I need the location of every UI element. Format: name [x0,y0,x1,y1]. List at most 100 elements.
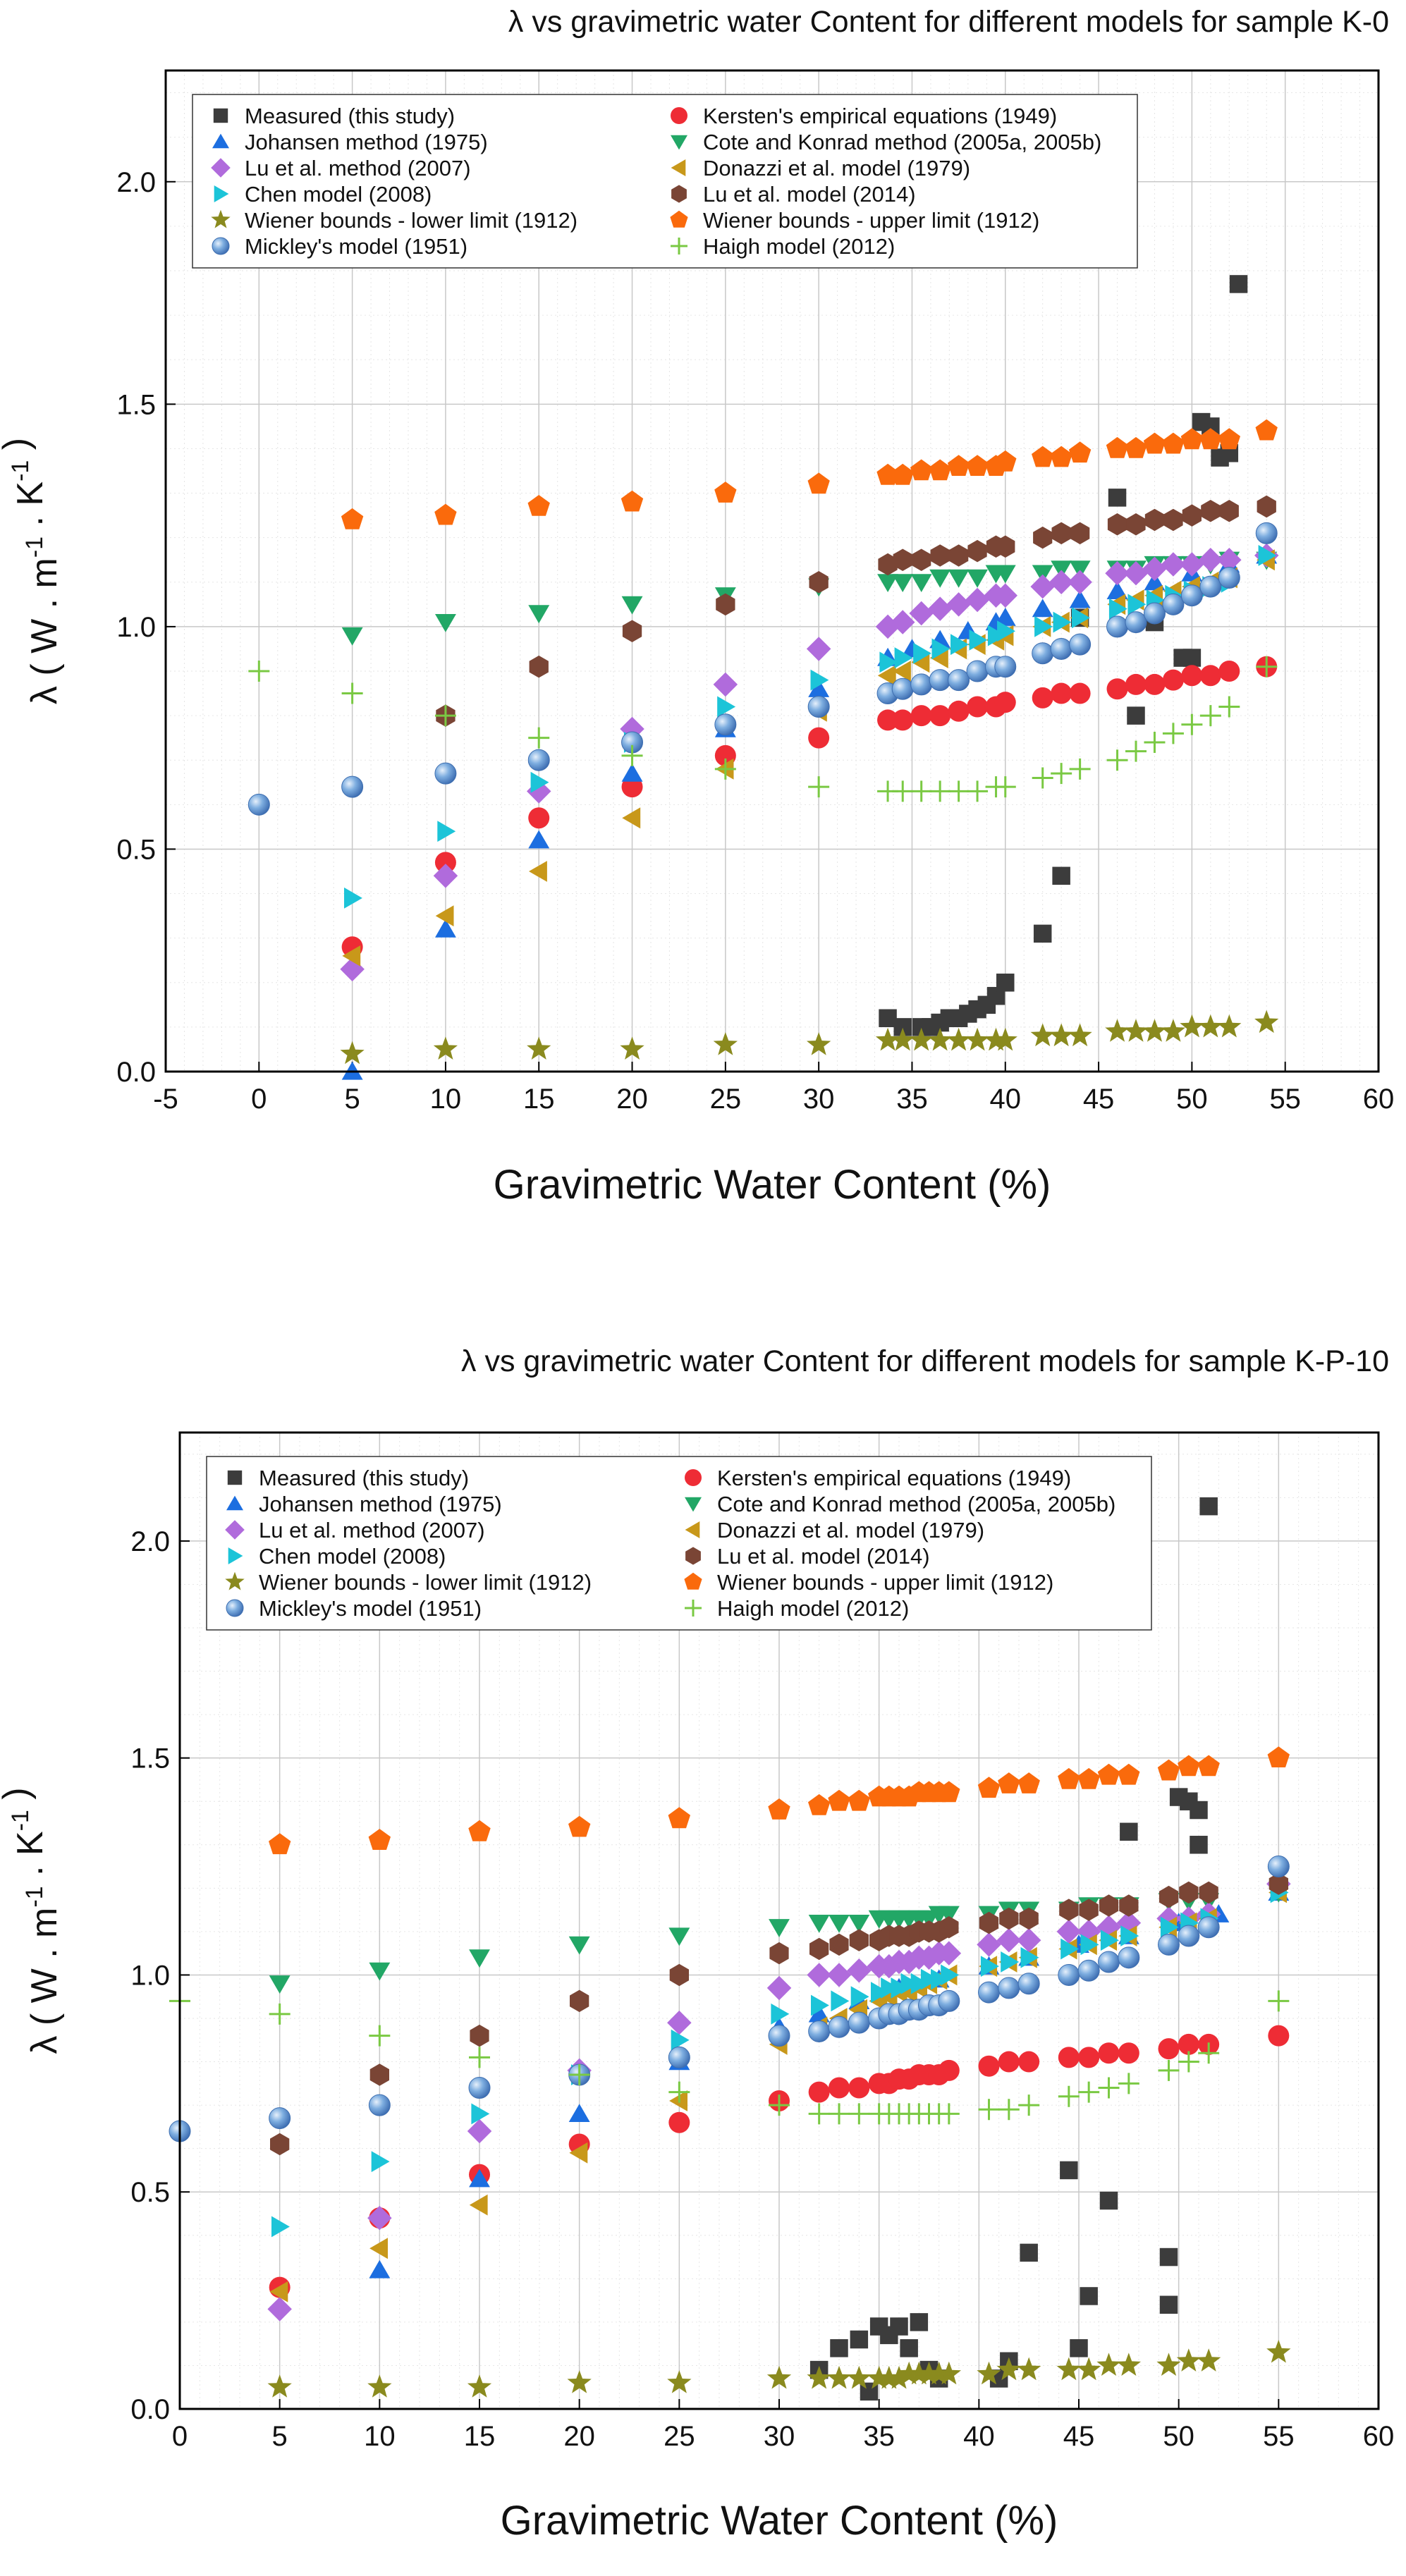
data-point [987,625,1006,646]
data-point [369,1962,391,1981]
data-point [999,1907,1019,1930]
data-point [1018,2051,1040,2073]
data-point [1068,441,1092,463]
legend-marker [226,1599,244,1617]
data-point [1198,548,1223,572]
data-point [829,1915,850,1933]
data-point [909,601,934,626]
legend-item: Mickley's model (1951) [226,1596,482,1621]
data-point [996,1927,1022,1953]
x-tick-label: 60 [1363,1084,1395,1115]
data-point [1118,2042,1139,2064]
data-point [1106,581,1128,599]
data-point [929,705,951,727]
data-point [831,1990,850,2012]
legend-item: Wiener bounds - upper limit (1912) [670,208,1039,233]
data-point [1255,419,1278,441]
data-point [468,1820,491,1841]
data-point [977,1777,1001,1798]
data-point [897,2361,922,2385]
data-point [1058,2047,1080,2068]
data-point [994,450,1017,472]
data-point [848,2077,870,2099]
data-point [1178,1925,1200,1947]
data-point [1100,1930,1119,1951]
legend-marker [212,237,230,255]
data-point [247,793,270,816]
y-tick-label: 0.0 [130,2394,170,2425]
data-point [269,2281,288,2302]
data-point [1001,1951,1020,1973]
data-point [811,1994,829,2016]
legend-label: Mickley's model (1951) [259,1596,482,1621]
data-point [1098,2077,1120,2099]
data-point [271,2216,290,2238]
data-point [528,605,550,624]
data-point [1159,2295,1178,2314]
data-point [714,713,737,736]
data-point [434,503,457,525]
data-point [527,749,550,771]
series-mickley-s-model-1951 [247,522,1278,816]
data-point [1120,1822,1138,1841]
data-point [1162,723,1184,744]
data-point [1269,1872,1288,1895]
legend-item: Wiener bounds - lower limit (1912) [225,1570,592,1595]
data-point [469,2194,488,2216]
data-point [1266,2340,1291,2363]
data-point [808,727,830,749]
legend-item: Wiener bounds - lower limit (1912) [211,208,577,233]
data-point [994,608,1016,626]
data-point [967,696,989,718]
data-point [1255,522,1278,544]
data-point [876,463,899,485]
data-point [1099,2191,1118,2210]
data-point [829,2103,850,2125]
legend-label: Johansen method (1975) [245,130,488,154]
legend-label: Cote and Konrad method (2005a, 2005b) [717,1492,1115,1516]
data-point [881,1977,900,1999]
data-point [1268,1990,1290,2012]
data-point [1069,589,1091,608]
data-point [867,2365,891,2389]
data-point [367,2205,392,2231]
data-point [947,455,970,476]
data-point [1267,1856,1290,1878]
legend-item: Measured (this study) [227,1466,469,1490]
data-point [929,669,951,692]
data-point [1032,446,1054,467]
legend-label: Measured (this study) [245,104,455,128]
data-point [808,2081,830,2103]
data-point [435,905,454,927]
data-point [876,2365,901,2389]
data-point [1161,552,1186,577]
data-point [893,548,912,571]
data-point [1060,1938,1080,1960]
legend-item: Kersten's empirical equations (1949) [685,1466,1071,1490]
data-point [808,2004,830,2023]
data-point [668,1807,690,1829]
data-point [717,696,736,718]
data-point [808,1793,831,1815]
x-tick-label: 45 [1083,1084,1115,1115]
data-point [344,887,362,909]
data-point [529,861,547,882]
data-point [1080,2287,1098,2305]
data-point [917,2361,941,2385]
data-point [1268,2025,1290,2047]
data-point [1199,1497,1218,1516]
data-point [848,1915,870,1933]
data-point [1017,1772,1040,1793]
x-tick-label: 30 [803,1084,835,1115]
data-point [910,1973,929,1994]
data-point [369,2238,388,2259]
data-point [1256,656,1278,677]
data-point [716,593,735,616]
x-tick-label: 30 [764,2421,795,2452]
legend-label: Haigh model (2012) [703,234,895,259]
data-point [946,592,971,617]
chart-2-title: λ vs gravimetric water Content for diffe… [461,1344,1389,1378]
data-point [847,1958,872,1983]
data-point [946,1027,971,1051]
data-point [907,2361,931,2385]
